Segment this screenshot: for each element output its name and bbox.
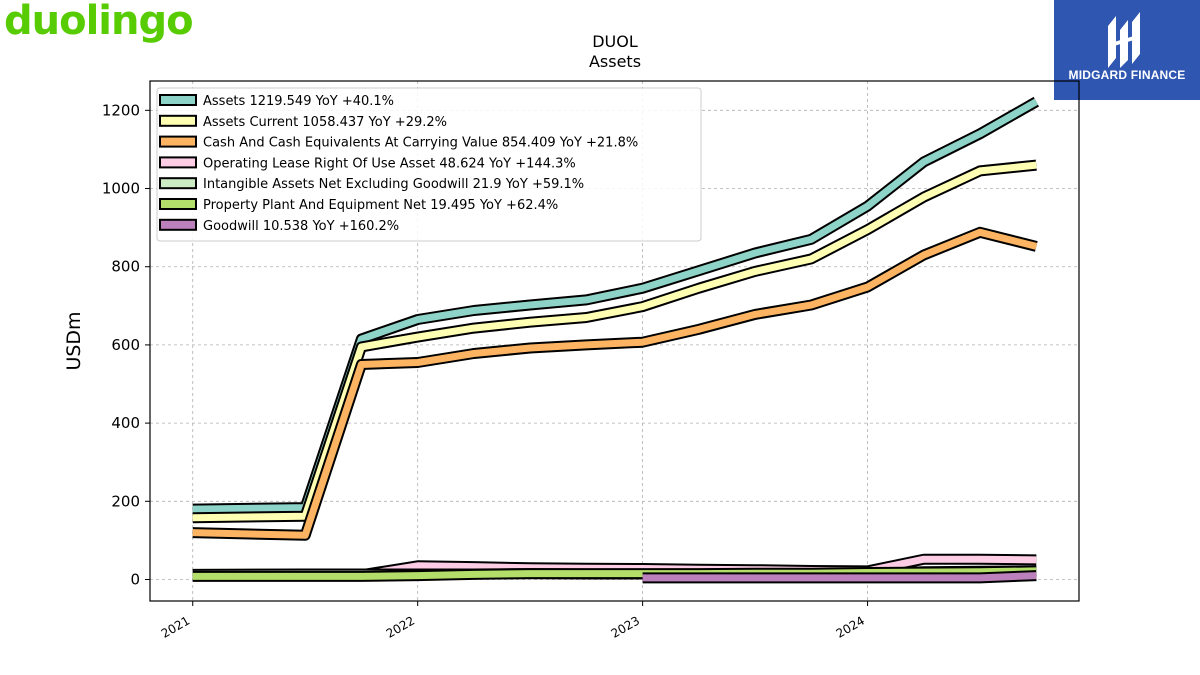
plot-frame <box>149 80 1080 602</box>
legend-label: Cash And Cash Equivalents At Carrying Va… <box>203 136 638 151</box>
chart-title: DUOL <box>592 32 638 51</box>
legend-label: Assets 1219.549 YoY +40.1% <box>203 94 394 109</box>
legend-swatch <box>159 177 197 190</box>
legend-label: Operating Lease Right Of Use Asset 48.62… <box>203 156 576 171</box>
series-line-fill <box>192 161 1037 522</box>
y-tick-label: 1200 <box>102 101 140 119</box>
y-tick-label: 600 <box>111 336 140 354</box>
x-tick-label: 2024 <box>834 613 867 640</box>
legend-swatch <box>159 135 197 148</box>
y-tick-label: 800 <box>111 258 140 276</box>
y-tick-label: 400 <box>111 414 140 432</box>
legend-box <box>156 87 702 242</box>
series-line-1 <box>192 159 1037 524</box>
series-line-2 <box>192 226 1038 541</box>
legend-label: Property Plant And Equipment Net 19.495 … <box>203 198 558 213</box>
chart-subtitle: Assets <box>589 52 641 71</box>
x-tick-label: 2021 <box>159 613 192 640</box>
series-line-0 <box>192 96 1040 515</box>
legend-label: Assets Current 1058.437 YoY +29.2% <box>203 115 447 130</box>
y-tick-label: 200 <box>111 492 140 510</box>
legend-label: Intangible Assets Net Excluding Goodwill… <box>203 177 584 192</box>
legend-label: Goodwill 10.538 YoY +160.2% <box>203 219 399 234</box>
x-tick-label: 2023 <box>609 613 642 640</box>
legend-swatch <box>159 114 197 127</box>
y-axis-label: USDm <box>63 311 85 370</box>
y-tick-label: 1000 <box>102 180 140 198</box>
series-line-fill <box>192 98 1039 513</box>
series-line-fill <box>192 228 1038 539</box>
duolingo-logo: duolingo <box>4 0 194 44</box>
legend-swatch <box>159 156 197 169</box>
series-line-6 <box>642 570 1037 584</box>
publisher-name: MIDGARD FINANCE <box>1068 68 1186 82</box>
x-tick-label: 2022 <box>384 613 417 640</box>
midgard-logo-icon <box>1108 12 1140 68</box>
series-line-fill <box>642 572 1037 582</box>
midgard-finance-logo: MIDGARD FINANCE <box>1054 0 1200 100</box>
legend-swatch <box>159 94 197 106</box>
y-tick-label: 0 <box>130 570 140 588</box>
legend-swatch <box>159 218 197 231</box>
legend-swatch <box>159 198 197 210</box>
